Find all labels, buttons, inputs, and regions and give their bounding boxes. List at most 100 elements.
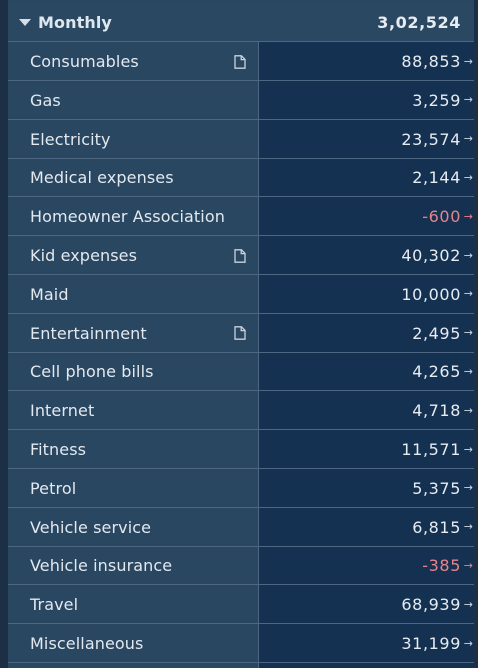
amount-cell[interactable]: 5,375 → bbox=[258, 470, 474, 507]
category-label: Vehicle insurance bbox=[30, 556, 173, 576]
table-row[interactable]: Entertainment 2,495 → bbox=[8, 315, 474, 353]
column-divider bbox=[258, 0, 259, 668]
table-row[interactable]: Consumables 88,853 → bbox=[8, 43, 474, 81]
category-cell[interactable]: Medical expenses bbox=[8, 159, 258, 196]
category-label: Miscellaneous bbox=[30, 634, 144, 653]
amount-cell[interactable]: 6,815 → bbox=[258, 509, 474, 546]
amount-value: 2,495 bbox=[412, 323, 461, 343]
category-label: Homeowner Association bbox=[30, 207, 225, 227]
amount-value: -385 bbox=[422, 556, 461, 576]
category-cell[interactable]: Electricity bbox=[8, 121, 258, 158]
amount-cell[interactable]: 10,000 → bbox=[258, 276, 474, 313]
table-row[interactable]: Kid expenses 40,302 → bbox=[8, 237, 474, 275]
category-cell[interactable]: Cell phone bills bbox=[8, 353, 258, 390]
table-row[interactable]: Travel 68,939 → bbox=[8, 586, 474, 625]
table-row[interactable]: Homeowner Association -600 → bbox=[8, 198, 474, 237]
arrow-right-icon[interactable]: → bbox=[463, 636, 473, 650]
category-cell[interactable]: Homeowner Association bbox=[8, 198, 258, 235]
table-row[interactable]: Internet 4,718 → bbox=[8, 392, 474, 431]
arrow-right-icon[interactable]: → bbox=[463, 209, 473, 223]
amount-cell[interactable]: -385 → bbox=[258, 547, 474, 584]
arrow-right-icon[interactable]: → bbox=[463, 54, 473, 68]
arrow-right-icon[interactable]: → bbox=[463, 326, 473, 340]
document-icon[interactable] bbox=[234, 248, 246, 263]
amount-value: 88,853 bbox=[401, 52, 461, 71]
category-label: Vehicle service bbox=[30, 517, 152, 537]
arrow-right-icon[interactable]: → bbox=[463, 403, 473, 417]
category-cell[interactable]: Vehicle service bbox=[8, 509, 258, 546]
category-cell[interactable]: Vehicle insurance bbox=[8, 547, 258, 584]
amount-value: 5,375 bbox=[412, 478, 461, 498]
arrow-right-icon[interactable]: → bbox=[463, 287, 473, 301]
arrow-right-icon[interactable]: → bbox=[463, 248, 473, 262]
table-row[interactable]: Maid 10,000 → bbox=[8, 276, 474, 314]
table-row[interactable]: Vehicle service 6,815 → bbox=[8, 509, 474, 547]
amount-cell[interactable]: 4,265 → bbox=[258, 353, 474, 390]
table-row[interactable]: Electricity 23,574 → bbox=[8, 121, 474, 159]
category-cell[interactable]: Maid bbox=[8, 276, 258, 313]
group-total-cell: 3,02,524 bbox=[258, 4, 474, 41]
category-label: Internet bbox=[30, 401, 95, 421]
amount-value: 3,259 bbox=[412, 90, 461, 110]
arrow-right-icon[interactable]: → bbox=[463, 442, 473, 456]
arrow-right-icon[interactable]: → bbox=[463, 520, 473, 534]
caret-down-icon[interactable] bbox=[19, 19, 31, 26]
category-label: Cell phone bills bbox=[30, 362, 154, 382]
amount-cell[interactable]: 23,574 → bbox=[258, 121, 474, 158]
table-row[interactable]: Miscellaneous 31,199 → bbox=[8, 625, 474, 663]
group-label-cell[interactable]: Monthly bbox=[8, 4, 258, 41]
amount-cell[interactable]: 68,939 → bbox=[258, 586, 474, 623]
document-icon[interactable] bbox=[234, 326, 246, 340]
table-row[interactable]: Cell phone bills 4,265 → bbox=[8, 353, 474, 392]
category-label: Petrol bbox=[30, 478, 77, 498]
arrow-right-icon[interactable]: → bbox=[463, 171, 473, 185]
amount-cell[interactable]: 31,199 → bbox=[258, 625, 474, 662]
amount-value: 11,571 bbox=[401, 440, 461, 459]
amount-value: 2,144 bbox=[412, 168, 461, 188]
amount-cell[interactable]: 4,718 → bbox=[258, 392, 474, 429]
amount-column bbox=[258, 0, 474, 668]
arrow-right-icon[interactable]: → bbox=[463, 559, 473, 573]
amount-cell[interactable]: 11,571 → bbox=[258, 431, 474, 468]
table-row[interactable]: Medical expenses 2,144 → bbox=[8, 159, 474, 198]
arrow-right-icon[interactable]: → bbox=[463, 597, 473, 611]
category-cell[interactable]: Entertainment bbox=[8, 315, 258, 352]
category-cell[interactable]: Fitness bbox=[8, 431, 258, 468]
category-cell[interactable]: Kid expenses bbox=[8, 237, 258, 274]
amount-cell[interactable]: 3,259 → bbox=[258, 82, 474, 119]
group-label: Monthly bbox=[38, 13, 112, 32]
category-label: Medical expenses bbox=[30, 168, 174, 188]
arrow-right-icon[interactable]: → bbox=[463, 132, 473, 146]
amount-value: 23,574 bbox=[401, 129, 461, 149]
category-cell[interactable]: Consumables bbox=[8, 43, 258, 80]
arrow-right-icon[interactable]: → bbox=[463, 365, 473, 379]
table-row[interactable]: Gas 3,259 → bbox=[8, 82, 474, 120]
category-cell[interactable]: Miscellaneous bbox=[8, 625, 258, 662]
amount-value: 68,939 bbox=[401, 595, 461, 615]
table-row[interactable]: Petrol 5,375 → bbox=[8, 470, 474, 508]
amount-cell[interactable]: 2,495 → bbox=[258, 315, 474, 352]
table-row[interactable]: Fitness 11,571 → bbox=[8, 431, 474, 469]
document-icon[interactable] bbox=[234, 54, 246, 69]
arrow-right-icon[interactable]: → bbox=[463, 481, 473, 495]
category-label: Electricity bbox=[30, 129, 111, 149]
amount-cell[interactable]: 88,853 → bbox=[258, 43, 474, 80]
category-cell[interactable]: Petrol bbox=[8, 470, 258, 507]
amount-cell[interactable]: 2,144 → bbox=[258, 159, 474, 196]
amount-cell[interactable]: 40,302 → bbox=[258, 237, 474, 274]
group-row-monthly[interactable]: Monthly 3,02,524 bbox=[8, 4, 474, 42]
amount-value: 10,000 bbox=[401, 284, 461, 304]
arrow-right-icon[interactable]: → bbox=[463, 93, 473, 107]
category-label: Gas bbox=[30, 90, 61, 110]
amount-value: 4,265 bbox=[412, 362, 461, 382]
category-column bbox=[8, 0, 258, 668]
table-row[interactable]: Vehicle insurance -385 → bbox=[8, 547, 474, 586]
category-cell[interactable]: Travel bbox=[8, 586, 258, 623]
amount-cell[interactable]: -600 → bbox=[258, 198, 474, 235]
category-cell[interactable]: Gas bbox=[8, 82, 258, 119]
group-total: 3,02,524 bbox=[377, 13, 461, 32]
category-cell[interactable]: Internet bbox=[8, 392, 258, 429]
amount-value: 31,199 bbox=[401, 634, 461, 653]
amount-value: 4,718 bbox=[412, 401, 461, 421]
category-label: Fitness bbox=[30, 440, 87, 459]
